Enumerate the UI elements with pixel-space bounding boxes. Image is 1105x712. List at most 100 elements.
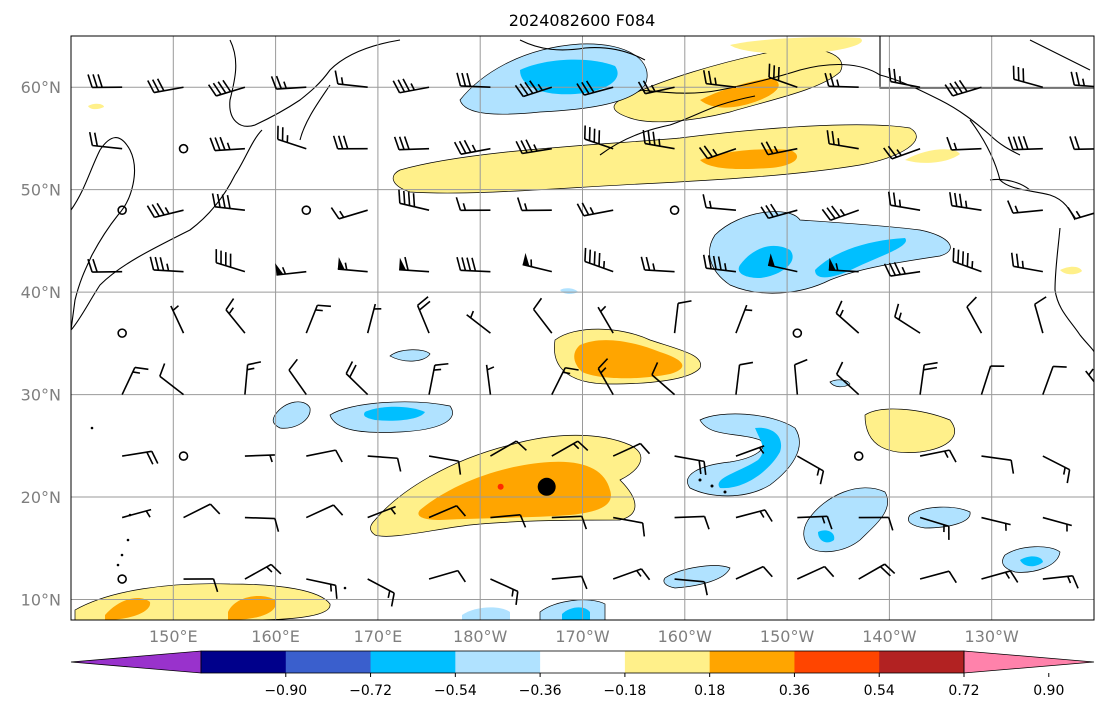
wind-barb [178, 143, 189, 154]
wind-barb [919, 516, 950, 540]
wind-barb [305, 304, 332, 334]
wind-barb [821, 205, 859, 222]
wind-barb [702, 70, 737, 89]
wind-barb [669, 205, 680, 215]
map-panel [71, 36, 1105, 620]
wind-barb [640, 256, 675, 273]
wind-barb [490, 514, 527, 528]
wind-barb [702, 194, 737, 211]
wind-barb [981, 455, 1015, 474]
wind-barb [532, 297, 553, 334]
wind-barb [1085, 368, 1094, 383]
wind-barb [117, 574, 127, 584]
wind-barb [966, 296, 983, 334]
colorbar-segment [794, 651, 880, 673]
wind-barb [919, 570, 957, 584]
wind-barb [735, 509, 773, 522]
colorbar-tick-label: −0.36 [519, 683, 562, 699]
wind-barb [1010, 252, 1043, 273]
wind-barb [551, 440, 589, 457]
wind-barb [796, 455, 825, 485]
wind-barb [1100, 452, 1105, 460]
wind-barb [793, 358, 808, 395]
colorbar-tick-label: 0.54 [864, 683, 895, 699]
colorbar: −0.90 −0.72 −0.54 −0.36 −0.18 0.18 0.36 0.54 0.7… [70, 650, 1095, 699]
wind-barb [981, 570, 1019, 583]
wind-barb [760, 141, 798, 156]
wind-barb [466, 310, 491, 334]
lon-tick-label: 160°E [251, 627, 300, 646]
wind-barb [183, 503, 221, 519]
wind-barb [207, 79, 246, 97]
wind-barb [735, 304, 753, 334]
wind-barb [946, 136, 982, 151]
wind-barb [337, 257, 368, 273]
wind-barb [456, 256, 491, 273]
wind-barb [1012, 65, 1044, 88]
wind-barb [332, 135, 368, 150]
colorbar-tick-label: 0.18 [694, 683, 725, 699]
wind-barb [1070, 71, 1094, 88]
wind-barb [87, 74, 123, 89]
wind-barb [122, 450, 159, 465]
lat-tick-label: 40°N [21, 283, 61, 302]
wind-barb [944, 79, 982, 97]
colorbar-segment [709, 651, 795, 673]
colorbar-tick-label: 0.36 [779, 683, 810, 699]
wind-barb [301, 205, 312, 215]
wind-barb [306, 578, 338, 599]
lon-tick-label: 160°W [658, 627, 713, 646]
wind-barb [393, 136, 430, 151]
lat-tick-label: 60°N [21, 78, 61, 97]
wind-barb [853, 451, 864, 461]
colorbar-segment [455, 651, 541, 673]
wind-barb [637, 80, 675, 95]
colorbar-segment [540, 651, 626, 673]
wind-barb [674, 515, 710, 530]
wind-barb [398, 189, 430, 211]
wind-barb [522, 252, 552, 273]
wind-barb [551, 366, 579, 395]
wind-barb [244, 563, 282, 580]
wind-barb [367, 455, 402, 472]
wind-barb [170, 305, 185, 334]
wind-barb [551, 575, 588, 590]
wind-barb [428, 569, 466, 583]
wind-barb [1067, 207, 1094, 220]
wind-barb [366, 303, 382, 334]
wind-barb [183, 578, 219, 593]
wind-barb [428, 362, 449, 395]
wind-barb [673, 300, 692, 334]
wind-barb [1042, 365, 1067, 395]
colorbar-tick-label: −0.90 [264, 683, 307, 699]
wind-barb [514, 80, 553, 98]
wind-barb [1069, 136, 1094, 151]
wind-barb [276, 125, 307, 150]
wind-barb [416, 296, 431, 334]
wind-barb [612, 442, 651, 457]
wind-barb [888, 67, 921, 89]
wind-barb [651, 362, 676, 396]
wind-barb [1042, 516, 1072, 532]
colorbar-segment [879, 651, 965, 673]
colorbar-segment [201, 651, 287, 673]
wind-barb [674, 455, 707, 475]
wind-barb [147, 78, 184, 94]
wind-barb [270, 75, 307, 90]
wind-barb [149, 256, 184, 273]
wind-barb [159, 363, 185, 396]
wind-barb [612, 568, 651, 581]
lon-tick-label: 180°W [453, 627, 508, 646]
wind-barb [797, 515, 833, 530]
wind-barb [835, 361, 860, 396]
wind-barb [767, 253, 798, 273]
longitude-tick-labels: 150°E 160°E 170°E 180°W 170°W 160°W 150°W 140°W… [149, 627, 1019, 646]
wind-barb [1042, 455, 1071, 484]
lon-tick-label: 170°E [354, 627, 403, 646]
wind-barb [919, 449, 957, 463]
wind-barb [121, 366, 149, 395]
colorbar-tick-label: −0.72 [349, 683, 392, 699]
wind-barb [826, 130, 859, 150]
wind-barb [597, 358, 614, 395]
island-specks [90, 426, 727, 590]
